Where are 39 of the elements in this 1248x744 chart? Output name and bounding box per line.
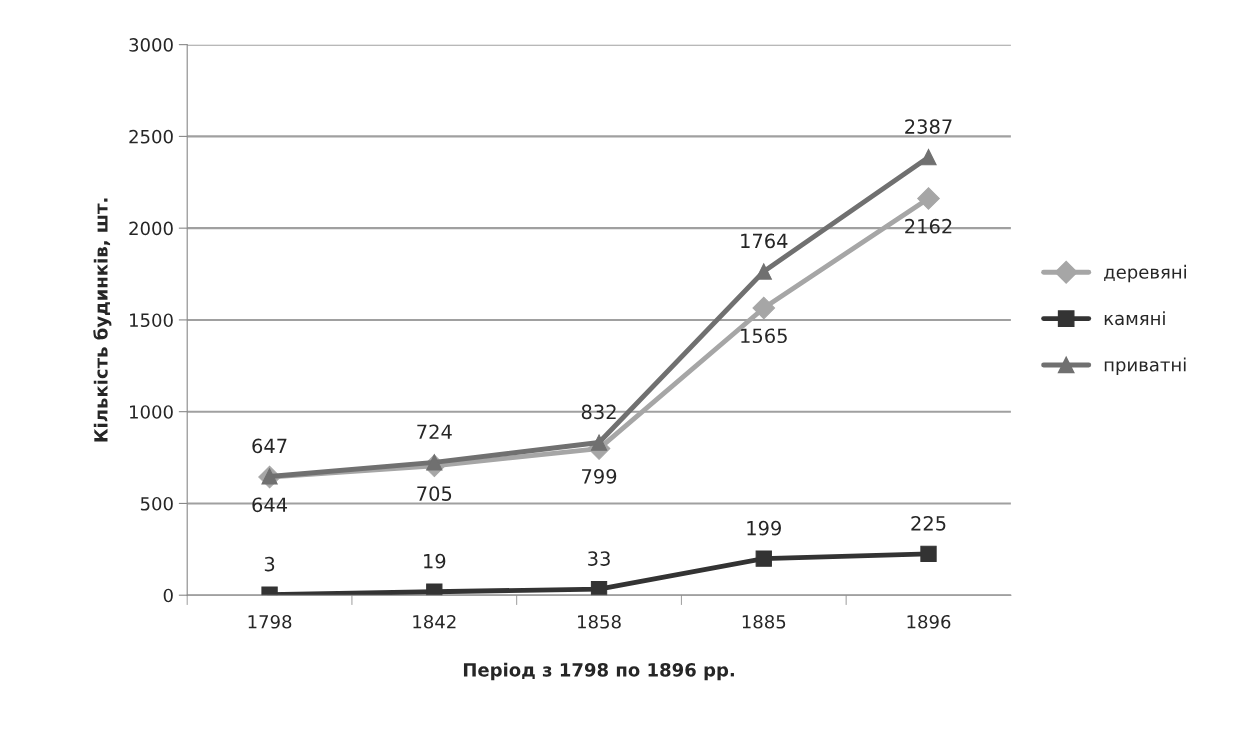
data-label: 724 bbox=[417, 424, 452, 439]
data-label: 2162 bbox=[905, 218, 952, 234]
x-tick-label: 1858 bbox=[578, 614, 621, 629]
point bbox=[752, 296, 776, 320]
data-label: 644 bbox=[252, 497, 288, 513]
point bbox=[920, 148, 937, 166]
x-tick-label: 1885 bbox=[742, 614, 786, 629]
y-tick-label: 3000 bbox=[129, 38, 173, 52]
data-label: 1764 bbox=[741, 233, 788, 249]
x-axis-title: Період з 1798 по 1896 рр. bbox=[463, 662, 734, 681]
data-label: 1565 bbox=[741, 328, 787, 344]
data-label: 33 bbox=[588, 551, 610, 566]
y-tick-label: 1500 bbox=[130, 313, 173, 328]
x-tick-label: 1798 bbox=[248, 614, 292, 629]
data-label: 19 bbox=[424, 553, 446, 569]
data-label: 225 bbox=[911, 515, 946, 531]
data-label: 199 bbox=[747, 520, 781, 536]
point bbox=[920, 545, 937, 563]
legend-label: приватні bbox=[1104, 357, 1186, 376]
data-label: 705 bbox=[417, 486, 452, 501]
point bbox=[755, 263, 772, 280]
point bbox=[590, 580, 608, 596]
y-tick-label: 1000 bbox=[130, 405, 173, 419]
data-label: 832 bbox=[581, 404, 616, 420]
x-tick-label: 1896 bbox=[907, 614, 951, 629]
y-axis-title: Кількість будинків, шт. bbox=[93, 198, 112, 442]
data-label: 647 bbox=[252, 438, 287, 454]
legend-label: камяні bbox=[1104, 311, 1165, 326]
point bbox=[755, 550, 772, 567]
y-tick-label: 2500 bbox=[129, 129, 173, 144]
data-label: 2387 bbox=[905, 119, 952, 134]
y-tick-label: 0 bbox=[163, 588, 173, 603]
x-tick-label: 1842 bbox=[413, 614, 456, 629]
y-tick-label: 500 bbox=[140, 496, 173, 511]
y-tick-label: 2000 bbox=[129, 221, 173, 236]
point bbox=[917, 187, 940, 210]
legend-label: деревяні bbox=[1104, 264, 1186, 283]
data-label: 3 bbox=[264, 556, 275, 572]
data-label: 799 bbox=[582, 468, 617, 484]
